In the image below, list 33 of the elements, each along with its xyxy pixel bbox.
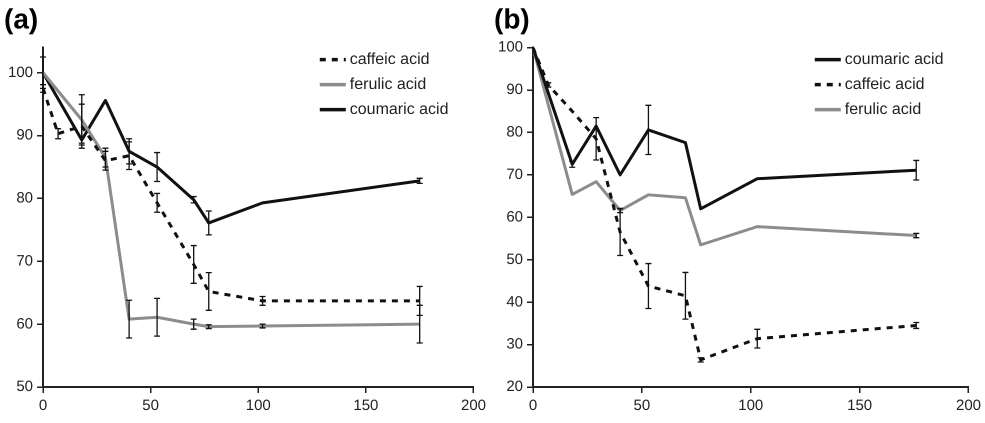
legend-label: coumaric acid <box>844 51 944 68</box>
legend-label: caffeic acid <box>844 76 925 94</box>
x-tick-label: 200 <box>956 397 981 414</box>
x-tick-label: 0 <box>38 397 48 414</box>
legend-label: ferulic acid <box>350 76 426 94</box>
y-tick-label: 100 <box>8 64 34 81</box>
x-tick-label: 150 <box>353 397 378 414</box>
y-tick-label: 60 <box>16 315 34 332</box>
legend-label: caffeic acid <box>350 51 430 68</box>
x-tick-label: 100 <box>738 397 764 414</box>
y-tick-label: 100 <box>498 38 524 56</box>
x-tick-label: 50 <box>634 397 650 414</box>
y-tick-label: 60 <box>506 208 524 226</box>
y-tick-label: 90 <box>16 126 34 144</box>
y-tick-label: 70 <box>506 166 524 184</box>
x-tick-label: 100 <box>246 397 271 414</box>
x-tick-label: 150 <box>847 397 872 414</box>
chart-title: (a) <box>4 4 38 35</box>
y-tick-label: 40 <box>506 293 524 310</box>
legend-label: coumaric acid <box>350 101 448 118</box>
legend-label: ferulic acid <box>844 101 922 118</box>
y-tick-label: 20 <box>506 378 524 396</box>
x-tick-label: 200 <box>460 397 486 414</box>
chart-title: (b) <box>494 4 530 35</box>
y-tick-label: 70 <box>16 252 34 270</box>
y-tick-label: 50 <box>506 250 524 268</box>
x-tick-label: 50 <box>142 397 159 414</box>
x-tick-label: 0 <box>528 397 538 414</box>
y-tick-label: 90 <box>506 81 524 98</box>
y-tick-label: 80 <box>16 190 34 207</box>
y-tick-label: 30 <box>506 336 524 353</box>
y-tick-label: 50 <box>16 378 34 396</box>
y-tick-label: 80 <box>506 124 524 141</box>
